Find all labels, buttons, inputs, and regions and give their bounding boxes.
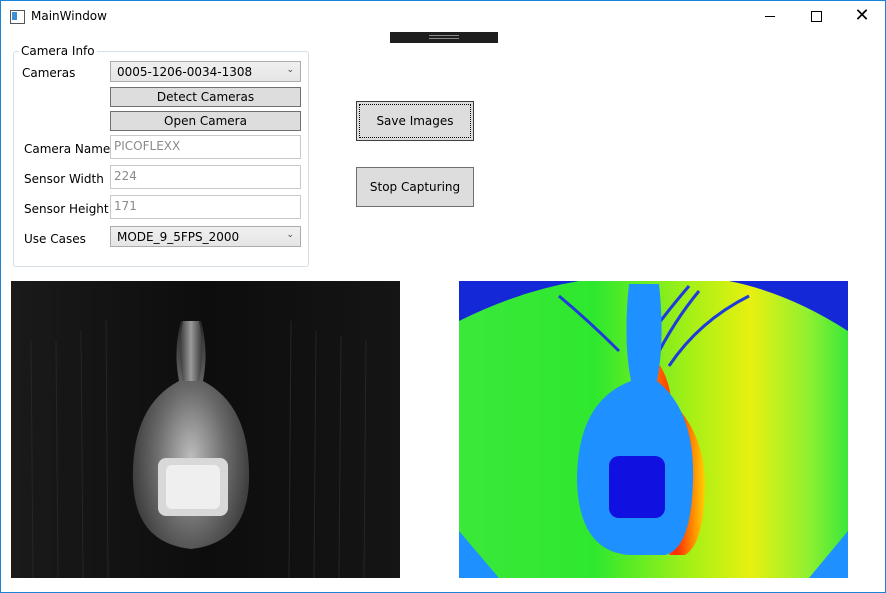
depth-image: [459, 281, 848, 578]
sensor-width-value: 224: [114, 169, 137, 183]
use-cases-selected: MODE_9_5FPS_2000: [117, 230, 240, 244]
maximize-button[interactable]: [793, 1, 839, 31]
camera-name-value: PICOFLEXX: [114, 139, 181, 153]
use-cases-combobox[interactable]: MODE_9_5FPS_2000 ⌄: [110, 226, 301, 247]
sensor-width-field[interactable]: 224: [110, 165, 301, 189]
save-images-button[interactable]: Save Images: [356, 101, 474, 141]
close-button[interactable]: ✕: [839, 1, 885, 31]
minimize-button[interactable]: [747, 1, 793, 31]
camera-name-field[interactable]: PICOFLEXX: [110, 135, 301, 159]
sensor-height-value: 171: [114, 199, 137, 213]
sensor-height-field[interactable]: 171: [110, 195, 301, 219]
maximize-icon: [810, 10, 822, 22]
drag-handle[interactable]: [390, 32, 498, 43]
minimize-icon: [765, 15, 775, 17]
camera-info-legend: Camera Info: [19, 44, 97, 58]
camera-info-group: [13, 51, 309, 267]
sensor-width-label: Sensor Width: [24, 172, 104, 186]
use-cases-label: Use Cases: [24, 232, 86, 246]
title-bar[interactable]: MainWindow ✕: [1, 1, 885, 31]
sensor-height-label: Sensor Height: [24, 202, 109, 216]
close-icon: ✕: [854, 5, 870, 26]
chevron-down-icon: ⌄: [286, 65, 294, 75]
amplitude-image: [11, 281, 400, 578]
camera-name-label: Camera Name: [24, 142, 111, 156]
open-camera-button[interactable]: Open Camera: [110, 111, 301, 131]
app-icon: [10, 10, 25, 24]
cameras-combobox[interactable]: 0005-1206-0034-1308 ⌄: [110, 61, 301, 82]
window-title: MainWindow: [31, 9, 107, 23]
chevron-down-icon: ⌄: [286, 230, 294, 240]
cameras-selected: 0005-1206-0034-1308: [117, 65, 253, 79]
stop-capturing-button[interactable]: Stop Capturing: [356, 167, 474, 207]
cameras-label: Cameras: [22, 66, 76, 80]
detect-cameras-button[interactable]: Detect Cameras: [110, 87, 301, 107]
